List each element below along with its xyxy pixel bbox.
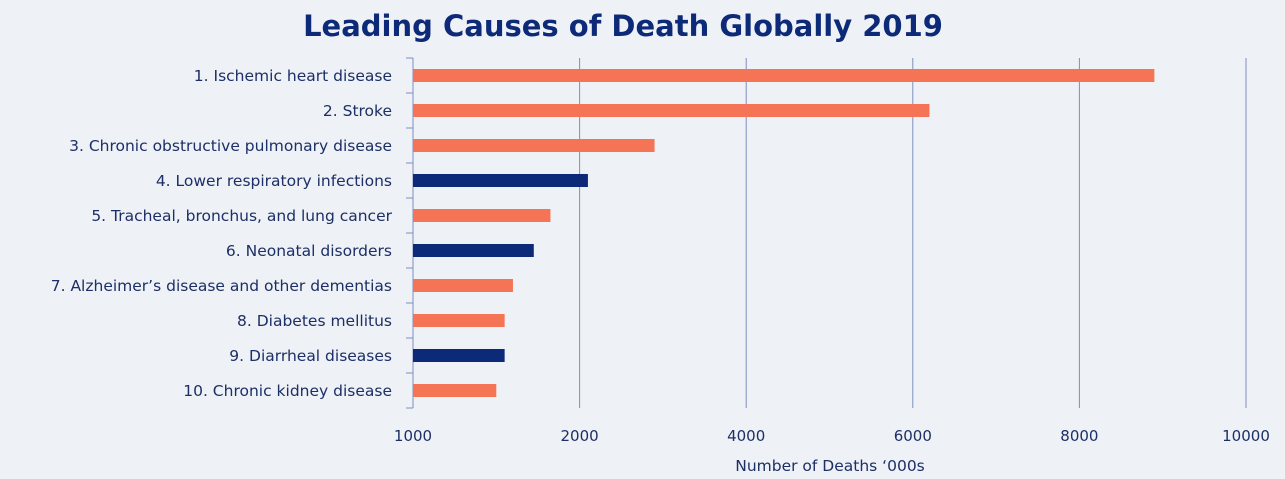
category-label: 8. Diabetes mellitus bbox=[237, 312, 392, 330]
category-label: 1. Ischemic heart disease bbox=[194, 67, 392, 85]
bar bbox=[413, 209, 551, 222]
category-label: 10. Chronic kidney disease bbox=[183, 382, 392, 400]
bar bbox=[413, 104, 930, 117]
x-tick-label: 4000 bbox=[727, 427, 765, 445]
chart-title: Leading Causes of Death Globally 2019 bbox=[303, 9, 943, 43]
category-label: 7. Alzheimer’s disease and other dementi… bbox=[51, 277, 392, 295]
y-axis bbox=[406, 57, 414, 409]
x-tick-label: 10000 bbox=[1222, 427, 1270, 445]
bar bbox=[413, 69, 1155, 82]
bar bbox=[413, 244, 534, 257]
category-label: 3. Chronic obstructive pulmonary disease bbox=[69, 137, 392, 155]
category-label: 9. Diarrheal diseases bbox=[229, 347, 392, 365]
category-labels: 1. Ischemic heart disease 2. Stroke 3. Chr… bbox=[51, 67, 393, 400]
x-tick-labels: 1000 2000 4000 6000 8000 10000 bbox=[394, 427, 1270, 445]
x-tick-label: 1000 bbox=[394, 427, 432, 445]
bar bbox=[413, 349, 505, 362]
bar bbox=[413, 279, 513, 292]
x-tick-label: 8000 bbox=[1060, 427, 1098, 445]
bar bbox=[413, 139, 655, 152]
category-label: 4. Lower respiratory infections bbox=[156, 172, 392, 190]
x-tick-label: 2000 bbox=[561, 427, 599, 445]
category-label: 6. Neonatal disorders bbox=[226, 242, 392, 260]
x-tick-label: 6000 bbox=[894, 427, 932, 445]
x-axis-title: Number of Deaths ‘000s bbox=[735, 457, 925, 475]
bars bbox=[413, 69, 1155, 397]
bar bbox=[413, 384, 497, 397]
bar bbox=[413, 174, 588, 187]
category-label: 2. Stroke bbox=[323, 102, 392, 120]
bar bbox=[413, 314, 505, 327]
category-label: 5. Tracheal, bronchus, and lung cancer bbox=[91, 207, 392, 225]
